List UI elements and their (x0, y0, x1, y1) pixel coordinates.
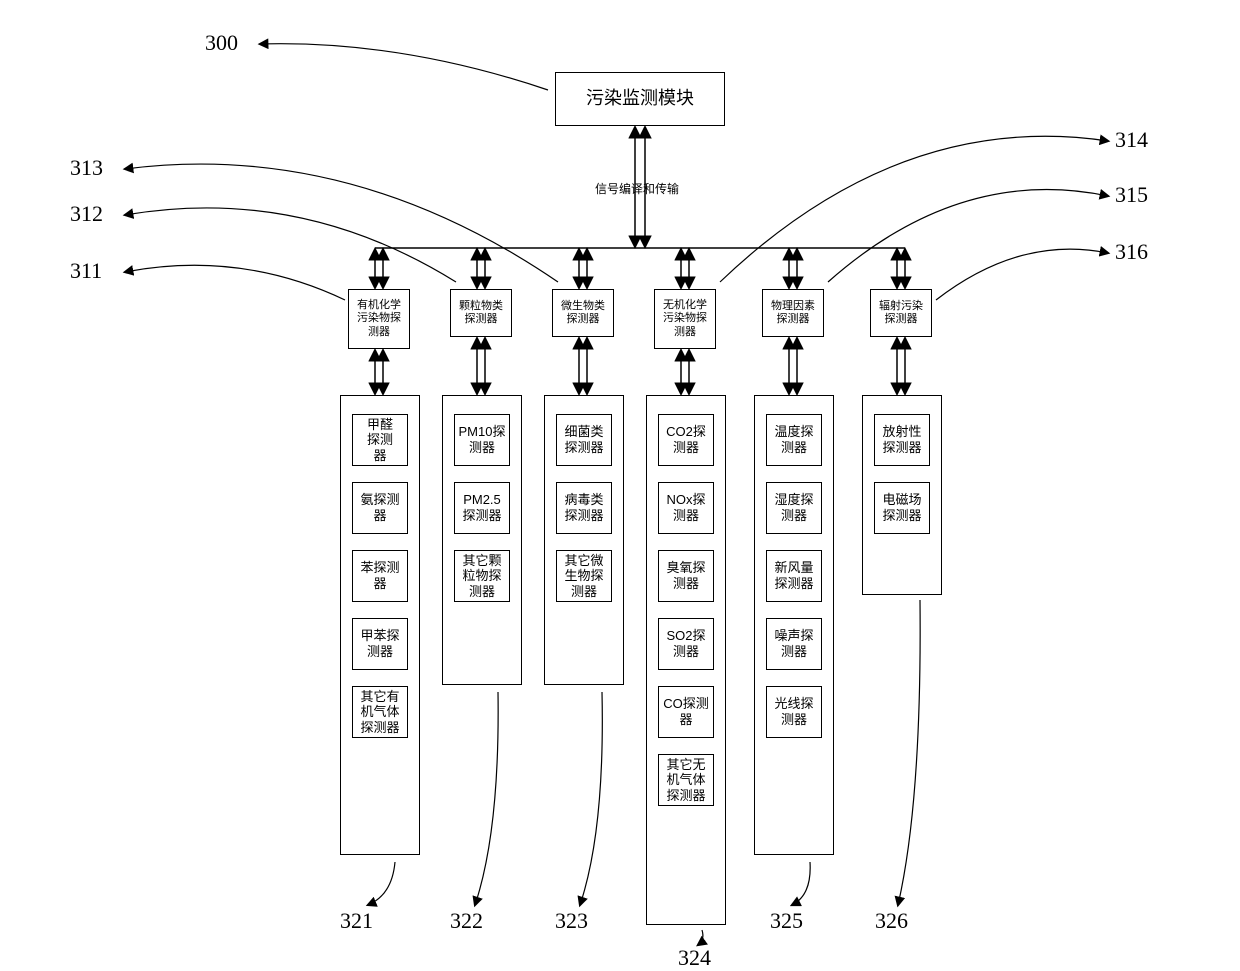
sub-item: CO2探 测器 (658, 414, 714, 466)
sub-item: NOx探 测器 (658, 482, 714, 534)
sub-item: CO探测 器 (658, 686, 714, 738)
ref-322: 322 (450, 908, 483, 934)
sub-item: 其它有 机气体 探测器 (352, 686, 408, 738)
sub-item: 电磁场 探测器 (874, 482, 930, 534)
sub-item: 其它微 生物探 测器 (556, 550, 612, 602)
category-box-6: 辐射污染 探测器 (870, 289, 932, 337)
ref-311: 311 (70, 258, 102, 284)
root-node: 污染监测模块 (555, 72, 725, 126)
column-2: PM10探 测器 PM2.5 探测器 其它颗 粒物探 测器 (442, 395, 522, 685)
column-3: 细菌类 探测器 病毒类 探测器 其它微 生物探 测器 (544, 395, 624, 685)
ref-313: 313 (70, 155, 103, 181)
ref-324: 324 (678, 945, 711, 971)
sub-item: 其它无 机气体 探测器 (658, 754, 714, 806)
bus-label: 信号编译和传输 (595, 180, 679, 197)
ref-300: 300 (205, 30, 238, 56)
sub-item: 噪声探 测器 (766, 618, 822, 670)
sub-item: 氨探测 器 (352, 482, 408, 534)
ref-321: 321 (340, 908, 373, 934)
sub-item: 臭氧探 测器 (658, 550, 714, 602)
sub-item: 苯探测 器 (352, 550, 408, 602)
category-box-5: 物理因素 探测器 (762, 289, 824, 337)
sub-item: 放射性 探测器 (874, 414, 930, 466)
column-5: 温度探 测器 湿度探 测器 新风量 探测器 噪声探 测器 光线探 测器 (754, 395, 834, 855)
sub-item: 甲醛 探测 器 (352, 414, 408, 466)
column-4: CO2探 测器 NOx探 测器 臭氧探 测器 SO2探 测器 CO探测 器 其它… (646, 395, 726, 925)
ref-323: 323 (555, 908, 588, 934)
ref-326: 326 (875, 908, 908, 934)
column-6: 放射性 探测器 电磁场 探测器 (862, 395, 942, 595)
sub-item: 新风量 探测器 (766, 550, 822, 602)
ref-316: 316 (1115, 239, 1148, 265)
sub-item: PM10探 测器 (454, 414, 510, 466)
sub-item: PM2.5 探测器 (454, 482, 510, 534)
sub-item: 病毒类 探测器 (556, 482, 612, 534)
column-1: 甲醛 探测 器 氨探测 器 苯探测 器 甲苯探 测器 其它有 机气体 探测器 (340, 395, 420, 855)
category-box-4: 无机化学 污染物探 测器 (654, 289, 716, 349)
sub-item: 湿度探 测器 (766, 482, 822, 534)
sub-item: SO2探 测器 (658, 618, 714, 670)
root-label: 污染监测模块 (586, 88, 694, 110)
ref-315: 315 (1115, 182, 1148, 208)
sub-item: 甲苯探 测器 (352, 618, 408, 670)
ref-325: 325 (770, 908, 803, 934)
ref-312: 312 (70, 201, 103, 227)
sub-item: 光线探 测器 (766, 686, 822, 738)
category-box-2: 颗粒物类 探测器 (450, 289, 512, 337)
ref-314: 314 (1115, 127, 1148, 153)
category-box-1: 有机化学 污染物探 测器 (348, 289, 410, 349)
sub-item: 细菌类 探测器 (556, 414, 612, 466)
sub-item: 温度探 测器 (766, 414, 822, 466)
sub-item: 其它颗 粒物探 测器 (454, 550, 510, 602)
category-box-3: 微生物类 探测器 (552, 289, 614, 337)
